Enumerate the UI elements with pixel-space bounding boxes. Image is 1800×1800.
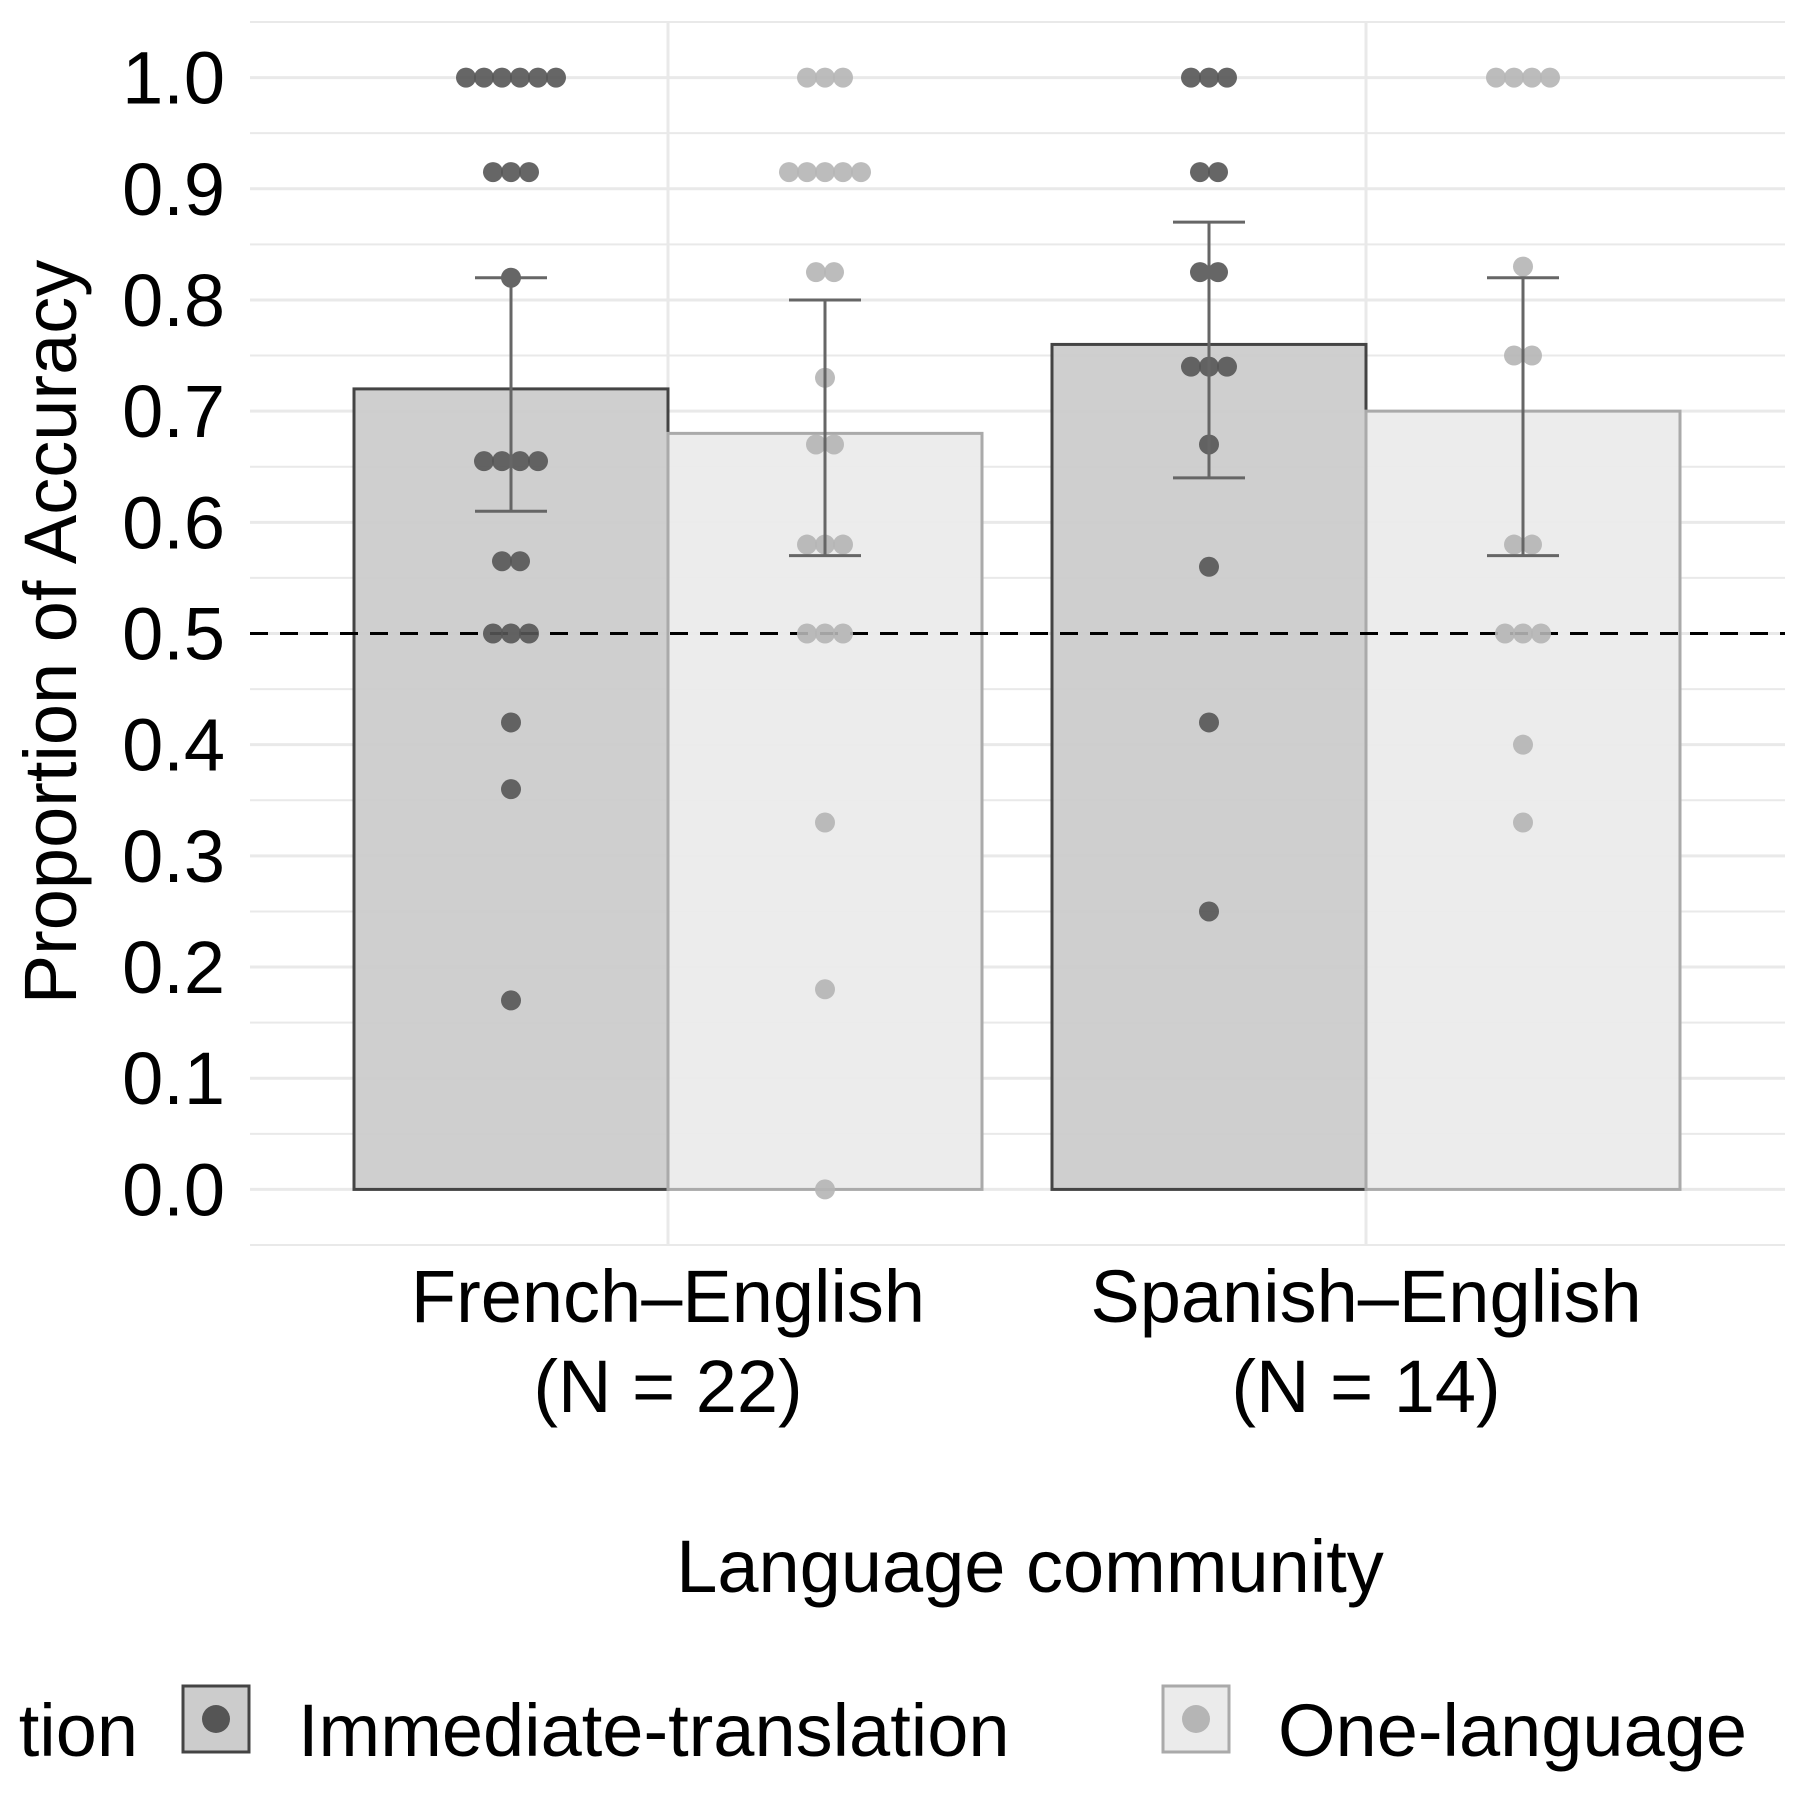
y-tick-label: 0.3	[122, 815, 225, 898]
data-point	[1199, 556, 1219, 577]
data-point	[474, 67, 494, 88]
data-point	[1513, 812, 1533, 833]
y-tick-label: 0.4	[122, 704, 225, 787]
data-point	[501, 623, 521, 644]
data-point	[1217, 356, 1237, 377]
data-point	[779, 162, 799, 183]
data-point	[1513, 734, 1533, 755]
y-tick-label: 0.2	[122, 926, 225, 1009]
data-point	[492, 551, 512, 572]
data-point	[483, 623, 503, 644]
x-tick-labels: French–English(N = 22) Spanish–English(N …	[411, 1255, 1642, 1428]
data-point	[851, 162, 871, 183]
data-point	[833, 67, 853, 88]
data-point	[815, 1179, 835, 1200]
bar	[1050, 342, 1368, 1191]
x-tick-label-sub: (N = 22)	[533, 1345, 802, 1428]
y-tick-label: 0.9	[122, 148, 225, 231]
data-point	[1190, 262, 1210, 283]
data-point	[456, 67, 476, 88]
data-point	[833, 534, 853, 555]
data-point	[833, 623, 853, 644]
x-tick-label: Spanish–English	[1090, 1255, 1641, 1338]
data-point	[815, 812, 835, 833]
error-bars	[475, 220, 1559, 558]
data-point	[1495, 623, 1515, 644]
data-point	[815, 67, 835, 88]
data-point	[1217, 67, 1237, 88]
data-point	[1522, 534, 1542, 555]
y-tick-label: 1.0	[122, 37, 225, 120]
legend-label: One-language	[1278, 1689, 1747, 1772]
legend-label: Immediate-translation	[298, 1689, 1010, 1772]
data-point	[1522, 67, 1542, 88]
data-point	[1513, 256, 1533, 277]
data-point	[519, 623, 539, 644]
data-point	[528, 67, 548, 88]
data-point	[492, 451, 512, 472]
data-point	[510, 551, 530, 572]
data-point	[501, 712, 521, 733]
data-point	[1504, 345, 1524, 366]
data-point	[1486, 67, 1506, 88]
y-tick-label: 0.8	[122, 259, 225, 342]
legend-title: tion	[19, 1689, 138, 1772]
data-point	[1181, 67, 1201, 88]
data-point	[1190, 162, 1210, 183]
y-tick-labels: 0.0 0.1 0.2 0.3 0.4 0.5 0.6 0.7 0.8 0.9 1.0	[122, 37, 225, 1232]
y-tick-label: 0.5	[122, 593, 225, 676]
legend-key-point	[1182, 1705, 1210, 1733]
data-point	[815, 623, 835, 644]
y-tick-label: 0.0	[122, 1148, 225, 1231]
data-point	[1522, 345, 1542, 366]
data-point	[510, 451, 530, 472]
data-point	[1513, 623, 1533, 644]
data-point	[519, 162, 539, 183]
data-point	[797, 67, 817, 88]
data-point	[1504, 67, 1524, 88]
data-point	[797, 534, 817, 555]
y-tick-label: 0.6	[122, 481, 225, 564]
bars	[352, 342, 1682, 1191]
y-axis-title: Proportion of Accuracy	[9, 260, 92, 1004]
data-point	[1504, 534, 1524, 555]
x-axis-title: Language community	[676, 1525, 1384, 1608]
data-point	[797, 623, 817, 644]
x-tick-label-sub: (N = 14)	[1231, 1345, 1500, 1428]
legend-key-point	[202, 1705, 230, 1733]
data-point	[1199, 712, 1219, 733]
x-tick-label: French–English	[411, 1255, 925, 1338]
data-point	[546, 67, 566, 88]
data-point	[815, 162, 835, 183]
data-point	[833, 162, 853, 183]
data-point	[501, 990, 521, 1011]
data-point	[1199, 901, 1219, 922]
data-point	[797, 162, 817, 183]
data-point	[1208, 162, 1228, 183]
data-point	[1181, 356, 1201, 377]
data-point	[1540, 67, 1560, 88]
y-tick-label: 0.7	[122, 370, 225, 453]
data-point	[501, 162, 521, 183]
data-point	[501, 779, 521, 800]
data-point	[824, 434, 844, 455]
data-point	[483, 162, 503, 183]
data-points	[456, 67, 1560, 1200]
data-point	[824, 262, 844, 283]
data-point	[474, 451, 494, 472]
y-tick-label: 0.1	[122, 1037, 225, 1120]
data-point	[806, 434, 826, 455]
data-point	[1531, 623, 1551, 644]
data-point	[528, 451, 548, 472]
data-point	[806, 262, 826, 283]
data-point	[815, 979, 835, 1000]
data-point	[492, 67, 512, 88]
legend: tion Immediate-translation One-language	[19, 1684, 1747, 1772]
data-point	[510, 67, 530, 88]
data-point	[1199, 67, 1219, 88]
data-point	[1208, 262, 1228, 283]
